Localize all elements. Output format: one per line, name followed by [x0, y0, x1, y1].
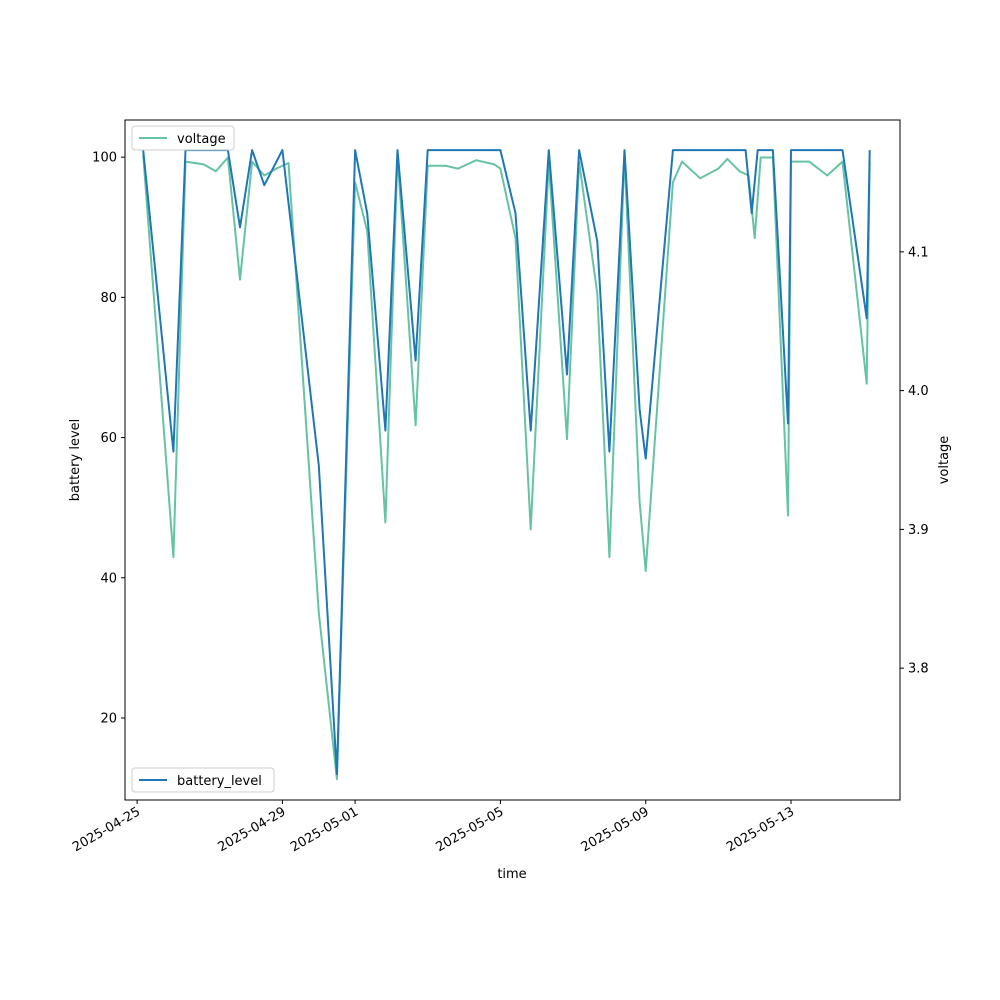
- plot-frame: [124, 119, 901, 801]
- y-left-tick-label: 100: [92, 151, 117, 166]
- series-line-battery-level: [142, 149, 871, 776]
- series-line-voltage: [142, 153, 871, 781]
- x-tick-label: 2025-05-05: [433, 804, 506, 855]
- legend-voltage-label: voltage: [177, 132, 226, 147]
- x-axis-ticks: 2025-04-25 2025-04-29 2025-05-01 2025-05-05…: [70, 800, 797, 855]
- y-right-tick-label: 3.8: [908, 662, 929, 677]
- y-left-tick-label: 80: [100, 291, 117, 306]
- y-left-axis-title: battery level: [68, 419, 83, 502]
- y-left-axis-ticks: 20 40 60 80 100: [92, 151, 125, 726]
- y-right-axis-title: voltage: [937, 436, 952, 485]
- legend-voltage: voltage: [131, 125, 235, 151]
- legend-battery-level: battery_level: [131, 767, 275, 793]
- x-tick-label: 2025-05-13: [724, 804, 797, 855]
- y-right-tick-label: 4.0: [908, 384, 929, 399]
- x-tick-label: 2025-04-29: [215, 804, 288, 855]
- x-tick-label: 2025-05-01: [288, 804, 361, 855]
- x-axis-title: time: [497, 867, 526, 882]
- y-right-tick-label: 4.1: [908, 245, 929, 260]
- series-layer: [142, 149, 871, 781]
- y-right-axis-ticks: 3.8 3.9 4.0 4.1: [900, 245, 929, 677]
- y-left-tick-label: 60: [100, 431, 117, 446]
- y-left-tick-label: 20: [100, 711, 117, 726]
- legend-battery-level-label: battery_level: [177, 774, 262, 789]
- x-tick-label: 2025-04-25: [70, 804, 143, 855]
- y-left-tick-label: 40: [100, 571, 117, 586]
- y-right-tick-label: 3.9: [908, 523, 929, 538]
- x-tick-label: 2025-05-09: [579, 804, 652, 855]
